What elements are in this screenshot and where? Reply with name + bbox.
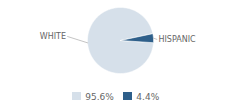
svg-text:HISPANIC: HISPANIC — [158, 35, 196, 44]
svg-text:WHITE: WHITE — [40, 32, 66, 41]
